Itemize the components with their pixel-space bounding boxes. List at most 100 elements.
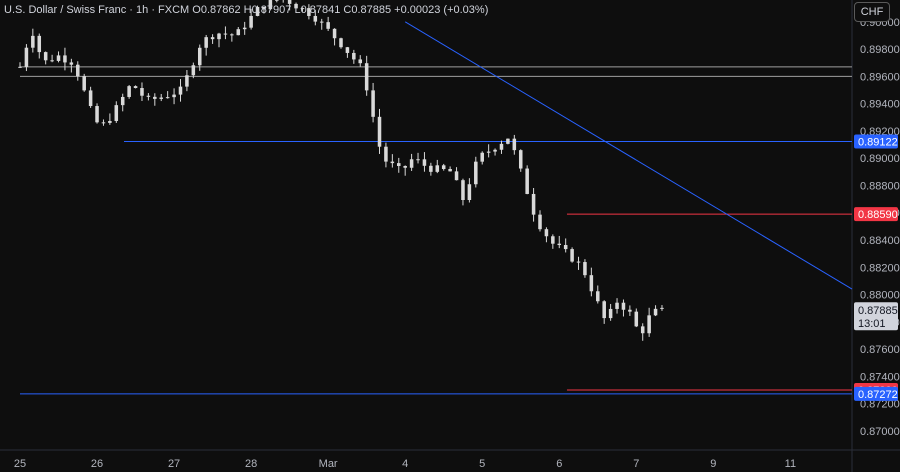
x-tick-label: 27 (168, 458, 180, 470)
candle-body (531, 193, 536, 215)
trendline (404, 21, 853, 290)
candle-body (628, 309, 632, 312)
x-tick-label: 5 (479, 458, 485, 470)
candle-body (82, 76, 86, 91)
candle-body (217, 33, 221, 40)
candle-body (339, 38, 343, 48)
x-tick-label: 6 (556, 458, 562, 470)
candle-body (50, 60, 54, 62)
candle-body (43, 52, 48, 61)
candle-body (422, 159, 427, 166)
candle-body (384, 146, 388, 162)
y-tick-label: 0.89400 (860, 99, 900, 111)
candle-body (120, 96, 125, 106)
y-tick-label: 0.87200 (860, 399, 900, 411)
change-value: +0.00023 (+0.03%) (394, 4, 489, 16)
candle-body (319, 21, 324, 23)
y-tick-label: 0.89000 (860, 153, 900, 165)
candle-body (486, 151, 491, 153)
candle-body (615, 302, 619, 309)
y-tick-label: 0.89600 (860, 71, 900, 83)
candle-body (506, 138, 510, 144)
candle-body (525, 168, 529, 194)
candle-body (101, 122, 106, 124)
price-label: 0.87272 (858, 389, 898, 401)
high-value: 0.87907 (251, 4, 292, 16)
candle-body (429, 165, 433, 172)
candle-body (56, 55, 61, 61)
candle-body (602, 301, 606, 319)
low-value: 0.87841 (300, 4, 341, 16)
candle-body (127, 86, 131, 97)
candle-body (570, 249, 574, 262)
candle-body (377, 116, 382, 147)
candle-body (223, 33, 228, 35)
y-tick-label: 0.89800 (860, 44, 900, 56)
x-tick-label: 4 (402, 458, 408, 470)
candle-body (371, 90, 375, 117)
y-tick-label: 0.87600 (860, 344, 900, 356)
y-tick-label: 0.88400 (860, 235, 900, 247)
candle-body (596, 291, 600, 302)
candle-body (146, 95, 151, 97)
candle-body (448, 169, 452, 172)
currency-button[interactable]: CHF (854, 2, 890, 22)
candle-body (262, 6, 266, 10)
candle-body (474, 161, 478, 185)
time-axis (0, 450, 900, 472)
y-tick-label: 0.88800 (860, 180, 900, 192)
last-price-bg (854, 302, 898, 331)
y-tick-label: 0.88000 (860, 290, 900, 302)
candle-body (178, 86, 183, 95)
candle-body (191, 65, 196, 76)
candle-body (275, 0, 279, 1)
candle-body (621, 302, 626, 310)
candle-body (114, 105, 119, 122)
candle-body (634, 311, 639, 327)
price-label-bg (854, 386, 898, 401)
price-label-bg (854, 134, 898, 149)
candle-body (69, 62, 74, 65)
candle-body (230, 34, 234, 36)
candle-body (352, 52, 356, 60)
y-tick-label: 0.87400 (860, 371, 900, 383)
candle-body (397, 163, 401, 166)
candle-body (159, 97, 163, 99)
candle-body (551, 236, 555, 244)
candle-body (165, 97, 170, 99)
y-tick-label: 0.88200 (860, 262, 900, 274)
candle-body (185, 75, 189, 87)
candle-body (294, 3, 298, 9)
close-value: 0.87885 (351, 4, 392, 16)
candle-body (31, 35, 35, 48)
candle-body (358, 59, 363, 64)
candle-body (37, 35, 42, 53)
candle-body (313, 15, 318, 22)
candle-body (480, 152, 484, 162)
candle-body (332, 28, 337, 39)
candle-body (88, 90, 93, 107)
candle-body (544, 229, 549, 237)
candle-body (268, 0, 273, 10)
candle-body (197, 47, 202, 66)
candle-body (557, 243, 562, 246)
candle-body (576, 261, 581, 263)
candle-body (461, 180, 465, 200)
candle-body (416, 159, 420, 161)
candle-body (108, 121, 112, 123)
countdown-label: 13:01 (858, 318, 886, 330)
candle-body (403, 165, 407, 168)
price-label: 0.89122 (858, 137, 898, 149)
candle-body (647, 315, 651, 334)
candle-body (242, 27, 247, 30)
candle-body (300, 8, 305, 10)
x-tick-label: 25 (14, 458, 26, 470)
candle-body (133, 86, 138, 89)
candle-body (409, 159, 414, 168)
candle-body (345, 47, 350, 53)
price-label: 0.88590 (858, 209, 898, 221)
candle-body (210, 37, 215, 40)
open-label: O (192, 4, 201, 16)
candle-body (512, 138, 517, 151)
